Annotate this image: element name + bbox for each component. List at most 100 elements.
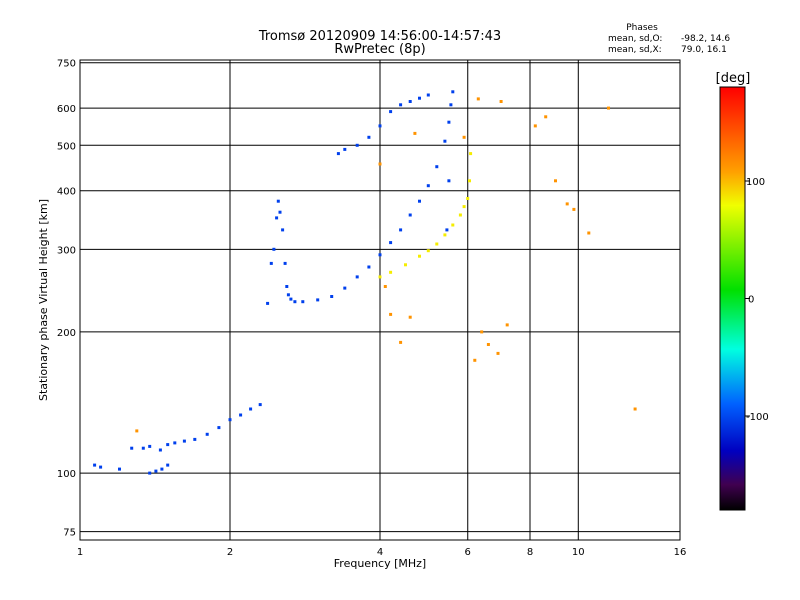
data-point xyxy=(93,463,97,467)
data-point xyxy=(355,143,359,147)
data-point xyxy=(281,228,285,232)
data-point xyxy=(118,467,121,471)
data-point xyxy=(301,300,305,304)
y-tick-label: 400 xyxy=(57,187,76,198)
data-point xyxy=(399,340,403,344)
data-point xyxy=(476,97,480,101)
phases-header: Phases xyxy=(626,23,658,33)
x-axis: 1 2 4 6 8 10 16 xyxy=(77,547,687,558)
data-point xyxy=(205,432,209,436)
data-point xyxy=(343,147,347,151)
data-point xyxy=(413,131,417,135)
data-point xyxy=(130,446,134,450)
data-point xyxy=(389,270,393,274)
data-point xyxy=(426,93,430,97)
colorbar-ticks: 100 0 -100 xyxy=(745,177,769,423)
data-point xyxy=(160,467,164,471)
data-point xyxy=(469,152,473,156)
data-point xyxy=(389,241,393,245)
data-point xyxy=(468,179,471,183)
data-point xyxy=(389,312,393,316)
x-tick-label: 6 xyxy=(465,547,471,558)
x-tick-label: 16 xyxy=(674,547,687,558)
data-point xyxy=(418,254,421,258)
x-tick-label: 10 xyxy=(572,547,585,558)
data-point xyxy=(283,261,287,265)
data-point xyxy=(148,444,152,448)
data-point xyxy=(418,96,421,100)
data-point xyxy=(336,152,340,156)
data-point xyxy=(408,100,412,103)
data-point xyxy=(426,249,430,253)
y-tick-label: 75 xyxy=(63,528,76,539)
data-point xyxy=(572,207,576,211)
data-point xyxy=(293,300,297,304)
phases-x-label: mean, sd,X: xyxy=(608,45,662,55)
data-point xyxy=(289,297,293,301)
data-point xyxy=(148,471,152,475)
y-tick-label: 200 xyxy=(57,328,76,339)
data-point xyxy=(466,197,470,200)
data-point xyxy=(193,437,197,441)
colorbar-tick-label: 100 xyxy=(746,177,765,188)
data-point xyxy=(554,179,557,183)
data-point xyxy=(565,202,569,206)
data-point xyxy=(173,441,177,445)
data-point xyxy=(462,135,466,139)
data-point xyxy=(587,231,591,235)
data-point xyxy=(607,106,610,110)
data-point xyxy=(544,115,548,119)
data-point xyxy=(404,263,407,267)
data-point xyxy=(418,199,421,203)
data-point xyxy=(367,135,371,139)
phases-o-label: mean, sd,O: xyxy=(608,34,662,44)
data-point xyxy=(451,90,455,94)
colorbar-tick-label: -100 xyxy=(746,412,769,423)
data-point xyxy=(473,358,477,362)
x-tick-label: 1 xyxy=(77,547,83,558)
data-point xyxy=(505,323,509,327)
y-tick-label: 300 xyxy=(57,245,76,256)
data-point xyxy=(445,228,449,232)
data-points xyxy=(93,90,637,475)
data-point xyxy=(239,413,243,417)
data-point xyxy=(182,439,186,443)
data-point xyxy=(399,228,403,232)
grid-lines xyxy=(80,60,680,540)
data-point xyxy=(228,418,232,422)
data-point xyxy=(269,261,273,265)
colorbar-tick-label: 0 xyxy=(748,295,754,306)
data-point xyxy=(135,429,139,433)
data-point xyxy=(275,216,279,220)
data-point xyxy=(449,103,453,107)
data-point xyxy=(166,443,170,447)
data-point xyxy=(378,162,382,166)
x-tick-label: 8 xyxy=(527,547,533,558)
data-point xyxy=(426,184,430,188)
data-point xyxy=(443,139,447,143)
x-axis-label: Frequency [MHz] xyxy=(334,557,426,570)
data-point xyxy=(166,463,170,467)
data-point xyxy=(458,213,462,217)
data-point xyxy=(316,298,320,302)
y-tick-label: 600 xyxy=(57,104,76,115)
data-point xyxy=(480,330,484,334)
data-point xyxy=(383,285,387,288)
data-point xyxy=(486,343,490,346)
data-point xyxy=(367,265,371,269)
data-point xyxy=(355,275,359,279)
y-tick-label: 100 xyxy=(57,469,76,480)
data-point xyxy=(447,179,451,183)
data-point xyxy=(158,448,162,452)
x-tick-label: 2 xyxy=(227,547,233,558)
data-point xyxy=(451,223,455,227)
colorbar-label: [deg] xyxy=(716,71,751,86)
data-point xyxy=(378,124,382,128)
data-point xyxy=(443,233,447,237)
data-point xyxy=(633,407,637,411)
data-point xyxy=(462,205,466,209)
data-point xyxy=(408,213,412,217)
data-point xyxy=(330,295,334,298)
data-point xyxy=(278,210,282,214)
data-point xyxy=(154,469,158,473)
